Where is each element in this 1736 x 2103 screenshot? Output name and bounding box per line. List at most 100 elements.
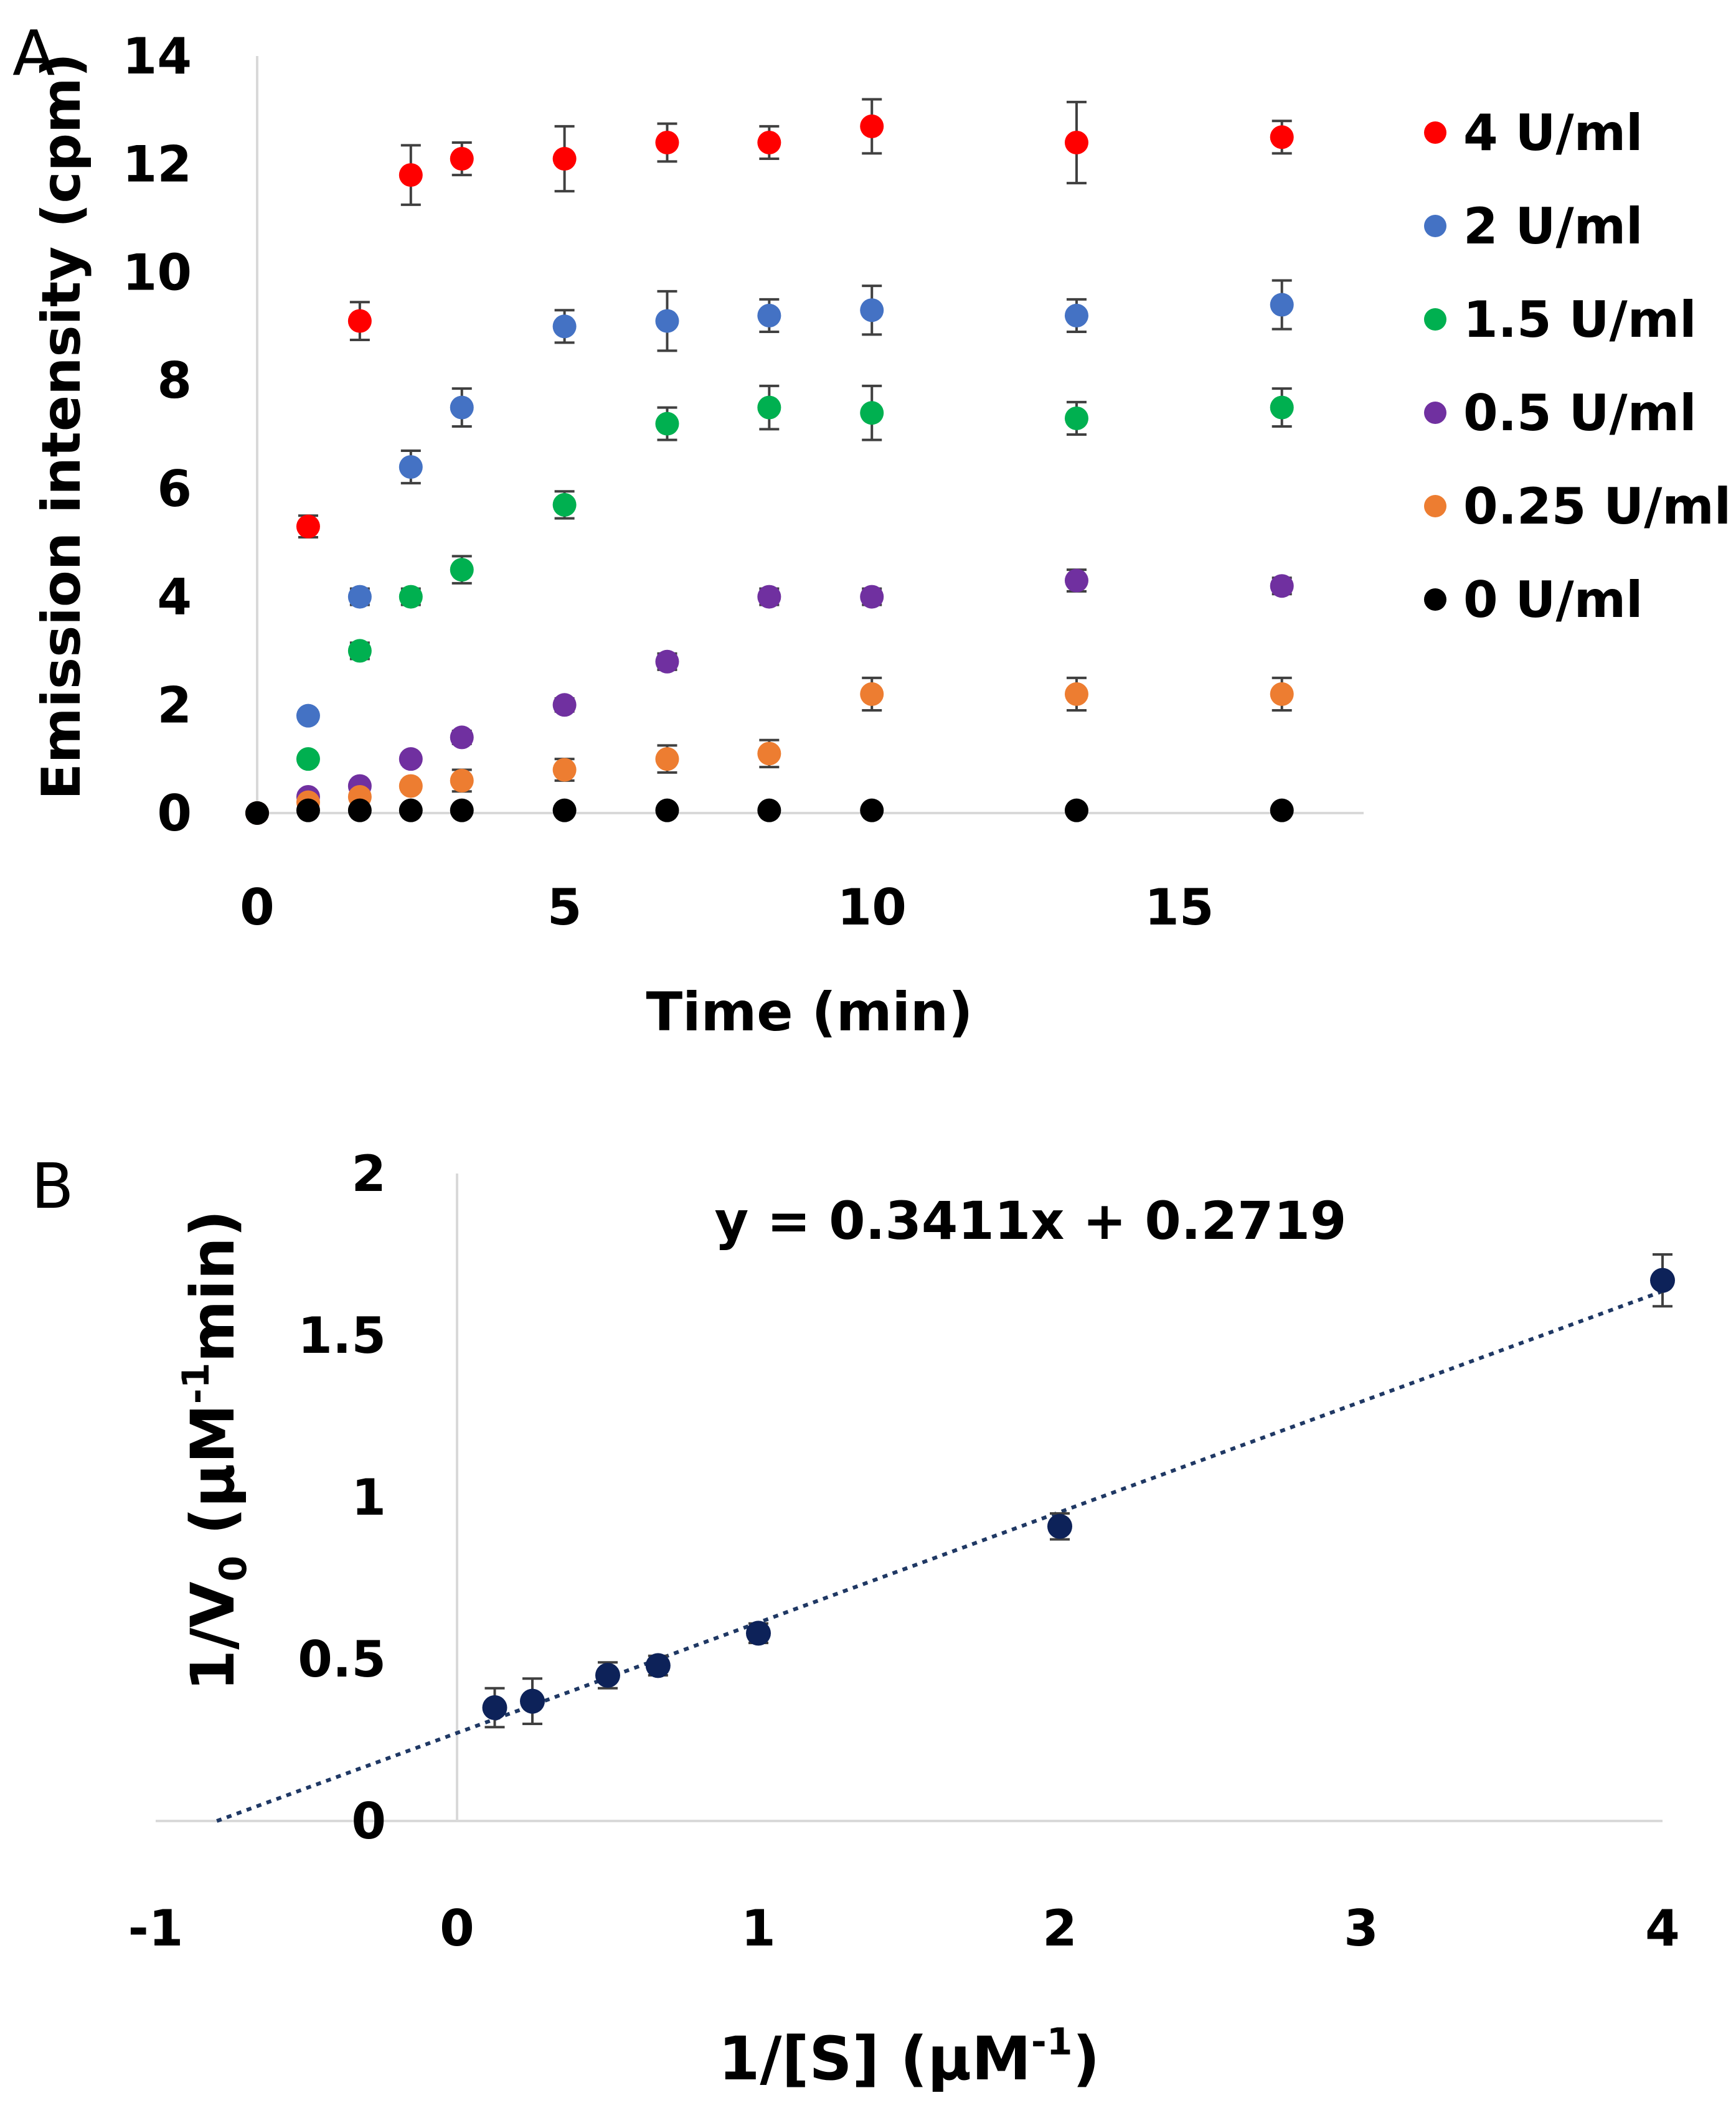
panel-a-data-point xyxy=(655,747,679,771)
panel-b-x-tick-label: -1 xyxy=(128,1899,184,1957)
panel-a-legend-item: 0 U/ml xyxy=(1424,571,1643,629)
panel-a-data-point xyxy=(347,585,372,609)
panel-a-y-tick-labels: 0 2 4 6 8 10 12 14 xyxy=(123,27,192,842)
panel-a-data-point xyxy=(450,147,474,171)
panel-a-legend-marker xyxy=(1424,215,1446,237)
panel-a-legend-label: 0.5 U/ml xyxy=(1463,384,1697,442)
panel-a-legend-label: 0 U/ml xyxy=(1463,571,1643,629)
panel-a-data-point xyxy=(399,163,423,187)
panel-a-data-point xyxy=(552,492,577,517)
panel-a-legend-marker xyxy=(1424,402,1446,424)
panel-b-x-tick-label: 3 xyxy=(1344,1899,1379,1957)
panel-a-data-point xyxy=(450,558,474,582)
panel-a-legend-item: 2 U/ml xyxy=(1424,197,1643,255)
panel-a-data-point xyxy=(1270,395,1294,420)
panel-a-data-point xyxy=(347,639,372,663)
panel-b-y-tick-label: 2 xyxy=(351,1145,386,1203)
panel-a-data-point xyxy=(1064,798,1088,822)
panel-a-data-point xyxy=(655,649,679,674)
panel-a-data-point xyxy=(399,774,423,798)
panel-a-data-point xyxy=(1270,293,1294,317)
panel-a-data-point xyxy=(399,798,423,822)
panel-b-y-title-mid: (μM xyxy=(178,1404,248,1555)
panel-b-y-tick-label: 1 xyxy=(351,1469,386,1527)
panel-b-data-point xyxy=(482,1695,507,1720)
panel-a-data-point xyxy=(655,309,679,333)
panel-a-axes xyxy=(256,56,1364,814)
panel-a-x-axis-title: Time (min) xyxy=(646,981,973,1043)
panel-a-data-point xyxy=(347,309,372,333)
panel-a-data-point xyxy=(1064,303,1088,327)
panel-a-data-point xyxy=(399,585,423,609)
panel-b-y-tick-label: 0 xyxy=(351,1792,386,1850)
panel-a-data-point xyxy=(860,298,884,322)
panel-b-series xyxy=(482,1253,1675,1729)
panel-a-data-point xyxy=(860,114,884,138)
panel-a-data-point xyxy=(1270,798,1294,822)
panel-b-data-point xyxy=(645,1653,671,1678)
panel-b-y-axis-title: 1/V0 (μM-1min) xyxy=(174,1210,255,1691)
panel-b-y-tick-labels: 0 0.5 1 1.5 2 xyxy=(298,1145,386,1850)
panel-a-data-point xyxy=(1064,406,1088,430)
panel-b-x-tick-labels: -1 0 1 2 3 4 xyxy=(128,1899,1680,1957)
panel-b-data-point xyxy=(746,1621,771,1646)
panel-a-data-point xyxy=(245,801,269,825)
panel-a-series xyxy=(245,98,1294,825)
panel-a-label: A xyxy=(12,17,55,90)
panel-a-chart: A 0 2 4 6 8 10 12 14 0 5 10 15 Emission intensity … xyxy=(12,17,1731,1043)
panel-a-legend-marker xyxy=(1424,495,1446,517)
panel-a-legend-label: 2 U/ml xyxy=(1463,197,1643,255)
panel-a-y-tick-label: 8 xyxy=(157,352,192,410)
panel-b-series-data xyxy=(482,1253,1675,1729)
panel-a-data-point xyxy=(552,693,577,717)
panel-a-x-tick-label: 15 xyxy=(1144,878,1214,936)
panel-b-chart: B 00.511.52 -1 0 1 2 3 4 1/V0 (μM-1min) 1/[S]… xyxy=(31,1145,1680,2094)
panel-b-x-tick-label: 2 xyxy=(1042,1899,1077,1957)
panel-a-legend-label: 4 U/ml xyxy=(1463,104,1643,162)
panel-b-y-tick-label: 1.5 xyxy=(298,1307,386,1365)
panel-a-legend-label: 1.5 U/ml xyxy=(1463,291,1697,349)
panel-a-data-point xyxy=(450,768,474,793)
panel-a-data-point xyxy=(757,798,781,822)
panel-a-legend-item: 0.25 U/ml xyxy=(1424,478,1731,535)
panel-a-data-point xyxy=(552,314,577,339)
panel-a-data-point xyxy=(655,412,679,436)
panel-b-data-point xyxy=(520,1688,545,1714)
panel-b-y-tick-label: 0.5 xyxy=(298,1630,386,1688)
panel-a-data-point xyxy=(1270,125,1294,149)
panel-a-x-tick-label: 5 xyxy=(547,878,582,936)
panel-a-legend: 4 U/ml 2 U/ml 1.5 U/ml 0.5 U/ml 0.25 U/ml 0 U… xyxy=(1424,104,1731,629)
panel-a-data-point xyxy=(296,747,320,771)
panel-a-data-point xyxy=(399,455,423,479)
panel-a-legend-item: 1.5 U/ml xyxy=(1424,291,1697,349)
panel-a-data-point xyxy=(757,585,781,609)
panel-b-x-title-end: ) xyxy=(1073,2024,1100,2094)
panel-a-legend-label: 0.25 U/ml xyxy=(1463,478,1731,535)
panel-a-data-point xyxy=(296,703,320,728)
panel-b-x-tick-label: 1 xyxy=(741,1899,776,1957)
panel-b-x-axis-title: 1/[S] (μM-1) xyxy=(719,2020,1100,2094)
panel-a-series-2-u-ml xyxy=(245,279,1294,825)
panel-a-x-tick-labels: 0 5 10 15 xyxy=(240,878,1214,936)
panel-a-legend-item: 4 U/ml xyxy=(1424,104,1643,162)
panel-b-data-point xyxy=(595,1663,620,1688)
panel-a-data-point xyxy=(552,147,577,171)
panel-a-data-point xyxy=(1270,682,1294,706)
panel-a-data-point xyxy=(450,395,474,420)
panel-a-y-axis-title: Emission intensity (cpm) xyxy=(31,53,93,800)
panel-a-legend-marker xyxy=(1424,308,1446,331)
panel-a-data-point xyxy=(757,303,781,327)
panel-b-x-tick-label: 4 xyxy=(1645,1899,1680,1957)
panel-b-data-point xyxy=(1650,1268,1675,1293)
panel-a-data-point xyxy=(655,798,679,822)
panel-a-legend-marker xyxy=(1424,121,1446,144)
panel-a-data-point xyxy=(860,585,884,609)
panel-a-data-point xyxy=(296,514,320,539)
panel-a-y-tick-label: 4 xyxy=(157,568,192,626)
panel-b-x-tick-label: 0 xyxy=(440,1899,474,1957)
panel-a-data-point xyxy=(860,798,884,822)
panel-a-y-tick-label: 0 xyxy=(157,784,192,842)
panel-b-data-point xyxy=(1047,1513,1072,1539)
panel-a-data-point xyxy=(860,682,884,706)
